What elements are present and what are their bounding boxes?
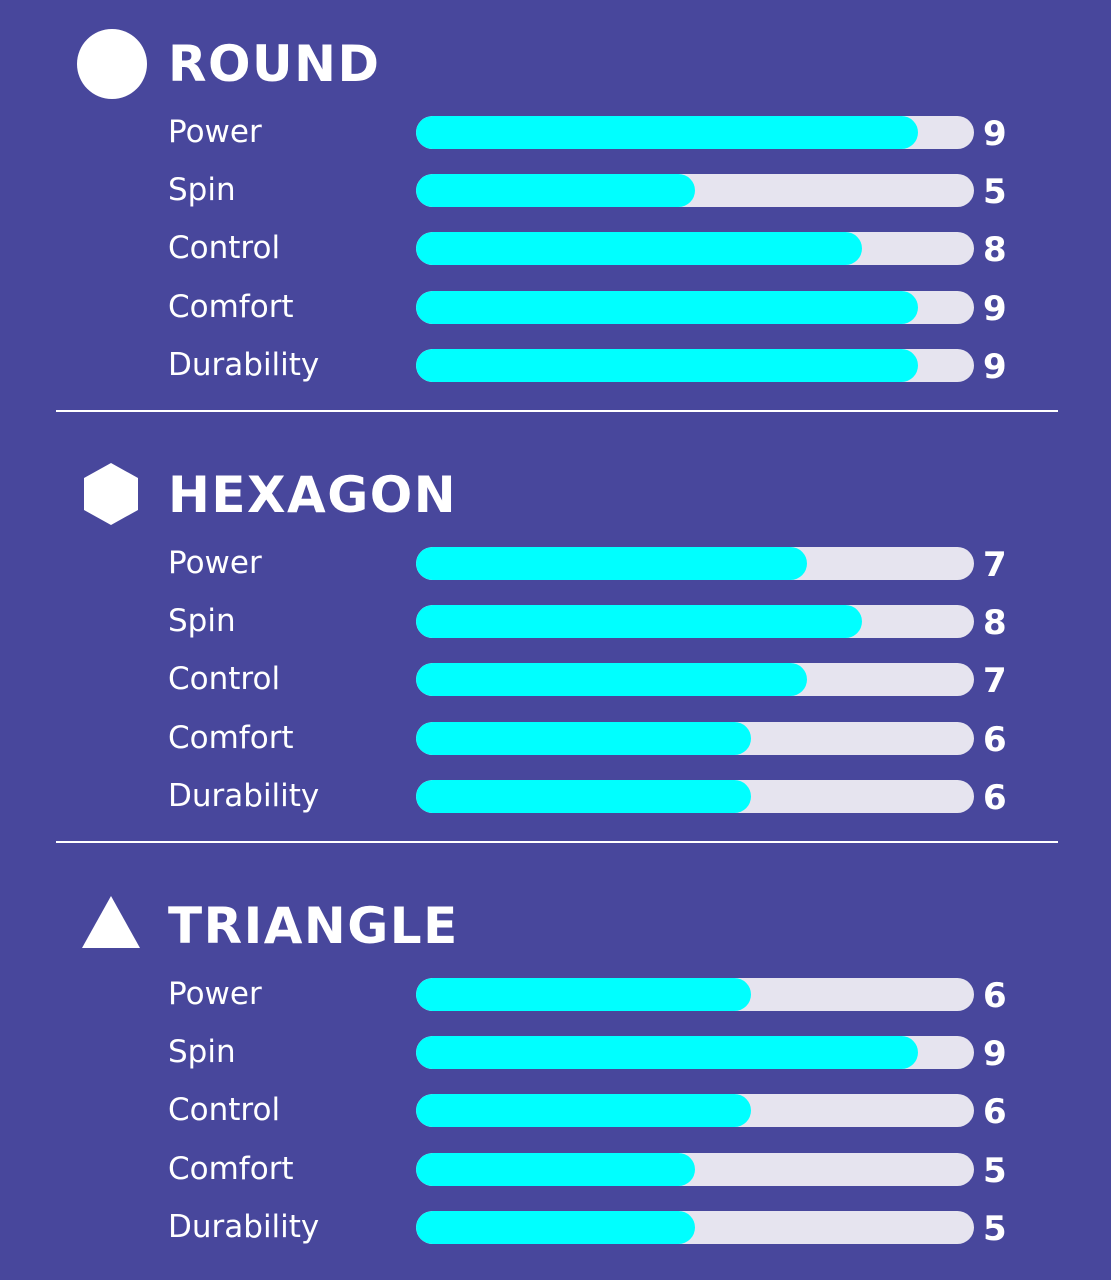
bar-track xyxy=(416,232,974,265)
stat-value: 5 xyxy=(983,172,1007,212)
stat-value: 7 xyxy=(983,661,1007,701)
stat-row-control: Control 8 xyxy=(0,228,1111,270)
stat-label: Durability xyxy=(168,347,320,383)
hexagon-icon xyxy=(84,463,138,525)
bar-fill xyxy=(416,1036,919,1069)
bar-fill xyxy=(416,349,919,382)
stat-label: Spin xyxy=(168,1034,236,1070)
stat-value: 6 xyxy=(983,976,1007,1016)
section-divider xyxy=(56,410,1058,412)
bar-track xyxy=(416,547,974,580)
section-title: HEXAGON xyxy=(168,466,458,524)
bar-fill xyxy=(416,232,863,265)
stat-value: 8 xyxy=(983,230,1007,270)
stat-label: Spin xyxy=(168,603,236,639)
stat-value: 6 xyxy=(983,778,1007,818)
stat-value: 9 xyxy=(983,114,1007,154)
stat-label: Power xyxy=(168,545,262,581)
bar-track xyxy=(416,1153,974,1186)
bar-track xyxy=(416,116,974,149)
bar-track xyxy=(416,1036,974,1069)
bar-track xyxy=(416,605,974,638)
stat-label: Power xyxy=(168,976,262,1012)
bar-track xyxy=(416,780,974,813)
stat-label: Power xyxy=(168,114,262,150)
bar-fill xyxy=(416,605,863,638)
stat-label: Comfort xyxy=(168,289,294,325)
bar-fill xyxy=(416,547,807,580)
bar-track xyxy=(416,1094,974,1127)
bar-track xyxy=(416,1211,974,1244)
stat-label: Comfort xyxy=(168,1151,294,1187)
stat-row-power: Power 6 xyxy=(0,974,1111,1016)
stat-label: Durability xyxy=(168,778,320,814)
bar-fill xyxy=(416,1211,695,1244)
stat-value: 6 xyxy=(983,1092,1007,1132)
bar-fill xyxy=(416,978,751,1011)
stat-row-durability: Durability 9 xyxy=(0,345,1111,387)
bar-fill xyxy=(416,291,919,324)
stat-row-durability: Durability 6 xyxy=(0,776,1111,818)
stat-row-control: Control 6 xyxy=(0,1090,1111,1132)
section-title: TRIANGLE xyxy=(168,897,459,955)
stat-label: Control xyxy=(168,1092,281,1128)
stat-row-control: Control 7 xyxy=(0,659,1111,701)
stat-label: Comfort xyxy=(168,720,294,756)
stat-value: 8 xyxy=(983,603,1007,643)
stat-value: 9 xyxy=(983,1034,1007,1074)
bar-track xyxy=(416,174,974,207)
stat-row-comfort: Comfort 5 xyxy=(0,1149,1111,1191)
stat-label: Spin xyxy=(168,172,236,208)
section-title: ROUND xyxy=(168,35,381,93)
stat-value: 6 xyxy=(983,720,1007,760)
bar-track xyxy=(416,722,974,755)
stat-row-spin: Spin 5 xyxy=(0,170,1111,212)
bar-fill xyxy=(416,1153,695,1186)
bar-track xyxy=(416,978,974,1011)
section-divider xyxy=(56,841,1058,843)
stat-row-power: Power 9 xyxy=(0,112,1111,154)
bar-fill xyxy=(416,116,919,149)
stat-label: Control xyxy=(168,230,281,266)
stat-row-comfort: Comfort 6 xyxy=(0,718,1111,760)
bar-track xyxy=(416,291,974,324)
bar-track xyxy=(416,349,974,382)
stat-label: Durability xyxy=(168,1209,320,1245)
bar-fill xyxy=(416,780,751,813)
stat-row-power: Power 7 xyxy=(0,543,1111,585)
stat-value: 5 xyxy=(983,1209,1007,1249)
bar-fill xyxy=(416,174,695,207)
bar-fill xyxy=(416,663,807,696)
stat-row-spin: Spin 9 xyxy=(0,1032,1111,1074)
bar-fill xyxy=(416,722,751,755)
stat-row-spin: Spin 8 xyxy=(0,601,1111,643)
stat-label: Control xyxy=(168,661,281,697)
stat-value: 9 xyxy=(983,347,1007,387)
stat-row-comfort: Comfort 9 xyxy=(0,287,1111,329)
stat-value: 7 xyxy=(983,545,1007,585)
stat-value: 9 xyxy=(983,289,1007,329)
circle-icon xyxy=(77,29,147,99)
bar-fill xyxy=(416,1094,751,1127)
stat-value: 5 xyxy=(983,1151,1007,1191)
stat-row-durability: Durability 5 xyxy=(0,1207,1111,1249)
bar-track xyxy=(416,663,974,696)
triangle-icon xyxy=(82,896,140,948)
